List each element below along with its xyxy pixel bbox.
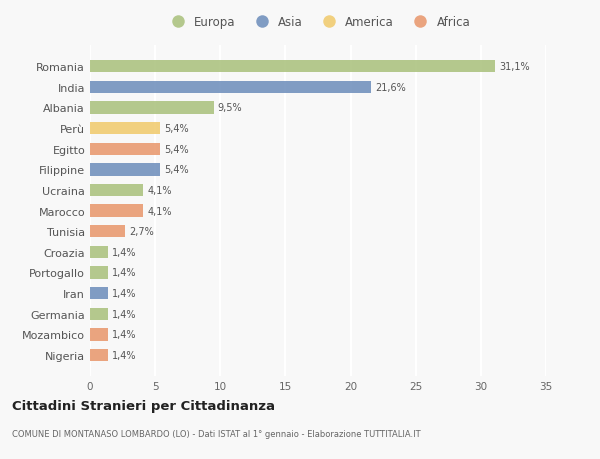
Bar [90,82,371,94]
Text: 1,4%: 1,4% [112,350,137,360]
Bar [90,349,108,361]
Bar [90,225,125,238]
Bar [90,267,108,279]
Bar [90,246,108,258]
Text: 1,4%: 1,4% [112,268,137,278]
Bar [90,143,160,156]
Text: 5,4%: 5,4% [164,165,189,175]
Text: 2,7%: 2,7% [129,227,154,237]
Bar [90,61,495,73]
Text: 1,4%: 1,4% [112,330,137,340]
Text: 1,4%: 1,4% [112,309,137,319]
Bar [90,185,143,197]
Text: 4,1%: 4,1% [148,206,172,216]
Text: 31,1%: 31,1% [499,62,530,72]
Text: 9,5%: 9,5% [218,103,242,113]
Bar [90,123,160,135]
Legend: Europa, Asia, America, Africa: Europa, Asia, America, Africa [162,12,474,32]
Text: 1,4%: 1,4% [112,288,137,298]
Text: Cittadini Stranieri per Cittadinanza: Cittadini Stranieri per Cittadinanza [12,399,275,412]
Text: 5,4%: 5,4% [164,145,189,154]
Bar [90,287,108,300]
Text: 21,6%: 21,6% [376,83,406,93]
Text: 4,1%: 4,1% [148,185,172,196]
Bar [90,205,143,217]
Text: 1,4%: 1,4% [112,247,137,257]
Bar [90,102,214,114]
Text: COMUNE DI MONTANASO LOMBARDO (LO) - Dati ISTAT al 1° gennaio - Elaborazione TUTT: COMUNE DI MONTANASO LOMBARDO (LO) - Dati… [12,429,421,438]
Bar [90,308,108,320]
Bar [90,164,160,176]
Bar [90,329,108,341]
Text: 5,4%: 5,4% [164,124,189,134]
